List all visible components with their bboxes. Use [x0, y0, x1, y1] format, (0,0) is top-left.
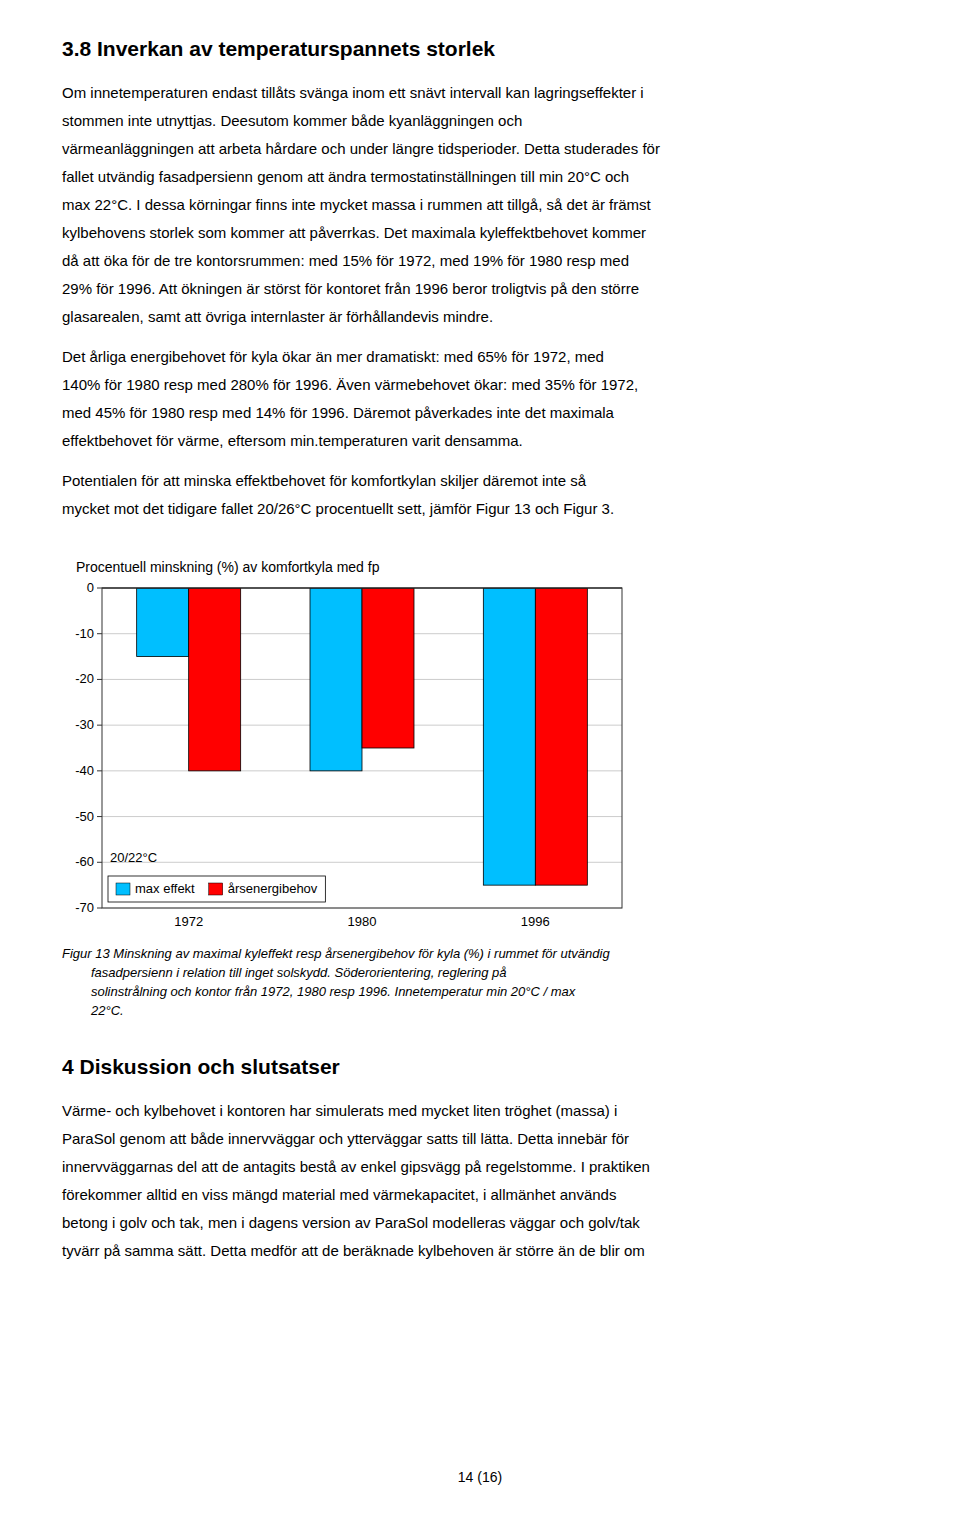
body-line: då att öka för de tre kontorsrummen: med…	[62, 252, 629, 269]
body-line: förekommer alltid en viss mängd material…	[62, 1186, 616, 1203]
body-line: max 22°C. I dessa körningar finns inte m…	[62, 196, 652, 213]
body-line: innervväggarnas del att de antagits best…	[62, 1158, 650, 1175]
body-line: Potentialen för att minska effektbehovet…	[62, 472, 587, 489]
body-line: glasarealen, samt att övriga internlaste…	[62, 308, 493, 325]
bar	[535, 588, 587, 885]
x-tick-label: 1996	[521, 914, 550, 929]
body-line: 29% för 1996. Att ökningen är störst för…	[62, 280, 639, 297]
y-tick	[97, 862, 102, 863]
bar	[483, 588, 535, 885]
plot-frame	[102, 588, 622, 908]
y-tick-label: -60	[75, 854, 94, 869]
body-line: Om innetemperaturen endast tillåts sväng…	[62, 84, 644, 101]
page-background	[0, 0, 960, 1515]
y-tick	[97, 770, 102, 771]
body-line: värmeanläggningen att arbeta hårdare och…	[62, 140, 660, 157]
bar	[362, 588, 414, 748]
bars	[137, 588, 588, 885]
y-tick	[97, 633, 102, 634]
body-line: mycket mot det tidigare fallet 20/26°C p…	[62, 500, 614, 517]
bar	[310, 588, 362, 771]
legend-frame	[108, 876, 325, 902]
y-tick	[97, 816, 102, 817]
y-tick-label: -30	[75, 717, 94, 732]
section-title: 3.8 Inverkan av temperaturspannets storl…	[62, 37, 495, 60]
x-tick-label: 1980	[348, 914, 377, 929]
body-line: med 45% för 1980 resp med 14% för 1996. …	[62, 404, 615, 421]
y-tick-label: 0	[87, 580, 94, 595]
body-line: ParaSol genom att både innervväggar och …	[62, 1130, 629, 1147]
y-tick-label: -50	[75, 809, 94, 824]
y-tick	[97, 908, 102, 909]
y-tick-label: -20	[75, 671, 94, 686]
legend: max effekt årsenergibehov	[108, 876, 325, 902]
y-tick	[97, 725, 102, 726]
chart-title: Procentuell minskning (%) av komfortkyla…	[76, 559, 380, 575]
y-tick	[97, 588, 102, 589]
body-line: effektbehovet för värme, eftersom min.te…	[62, 432, 523, 449]
body-line: Det årliga energibehovet för kyla ökar ä…	[62, 348, 604, 365]
chart: 0 -10 -20 -30 -40 -50 -60 -70 1972 1980 1996 max ef…	[75, 580, 622, 929]
bar	[189, 588, 241, 771]
caption-line: Figur 13 Minskning av maximal kyleffekt …	[62, 946, 610, 961]
plot-area	[102, 588, 622, 908]
body-line: fallet utvändig fasadpersienn genom att …	[62, 168, 629, 185]
bar	[137, 588, 189, 657]
body-line: stommen inte utnyttjas. Deesutom kommer …	[62, 112, 522, 129]
x-tick-label: 1972	[174, 914, 203, 929]
section-title: 4 Diskussion och slutsatser	[62, 1055, 340, 1078]
caption-line: fasadpersienn i relation till inget sols…	[91, 965, 507, 980]
page-number: 14 (16)	[458, 1469, 502, 1485]
legend-label: årsenergibehov	[228, 881, 318, 896]
body-line: tyvärr på samma sätt. Detta medför att d…	[62, 1242, 645, 1259]
body-line: kylbehovens storlek som kommer att påver…	[62, 224, 646, 241]
body-line: betong i golv och tak, men i dagens vers…	[62, 1214, 640, 1231]
page: 3.8 Inverkan av temperaturspannets storl…	[0, 0, 960, 1515]
caption-line: solinstrålning och kontor från 1972, 198…	[91, 984, 576, 999]
caption-line: 22°C.	[90, 1003, 124, 1018]
legend-swatch	[209, 883, 223, 895]
y-tick-label: -10	[75, 626, 94, 641]
y-tick	[97, 679, 102, 680]
annotation: 20/22°C	[110, 850, 157, 865]
y-tick-label: -70	[75, 900, 94, 915]
body-line: Värme- och kylbehovet i kontoren har sim…	[62, 1102, 617, 1119]
y-tick-label: -40	[75, 763, 94, 778]
legend-label: max effekt	[135, 881, 195, 896]
legend-swatch	[116, 883, 130, 895]
body-line: 140% för 1980 resp med 280% för 1996. Äv…	[62, 376, 638, 393]
